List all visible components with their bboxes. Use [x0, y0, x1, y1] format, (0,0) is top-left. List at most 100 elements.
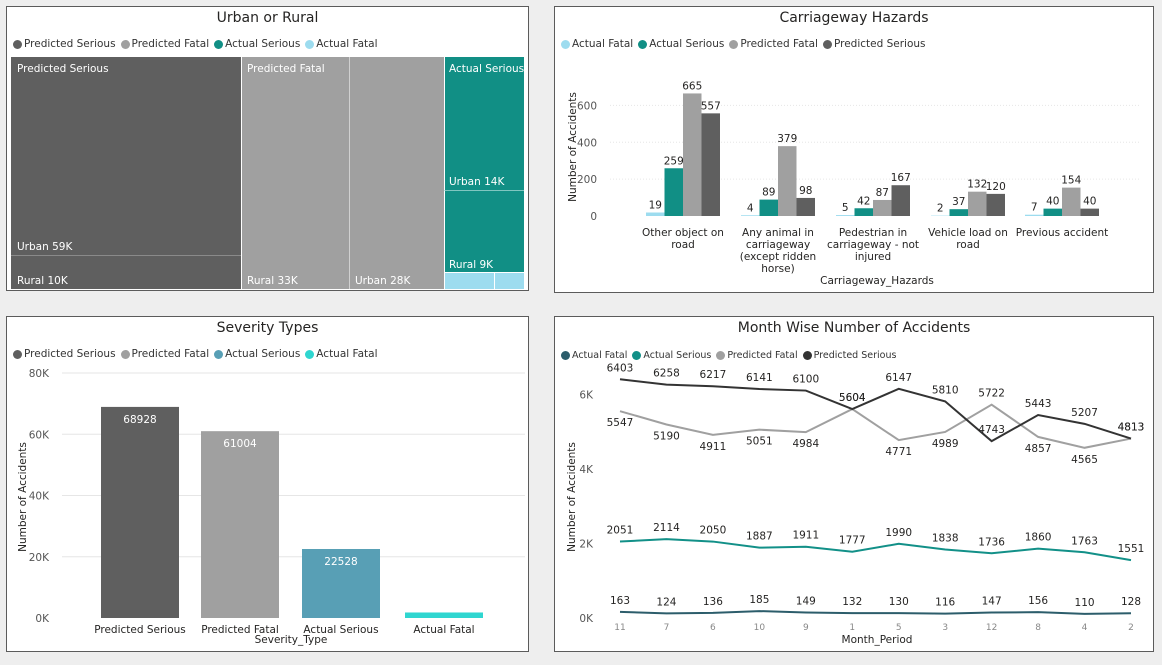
y-tick-label: 0K: [579, 613, 594, 625]
x-tick-label: 12: [986, 623, 997, 633]
data-label: 61004: [223, 438, 257, 450]
series-line: [619, 538, 1132, 562]
legend-item-actual-serious[interactable]: Actual Serious: [638, 38, 724, 50]
bar: [1043, 208, 1062, 216]
y-tick-label: 80K: [29, 368, 50, 380]
legend-item-predicted-serious[interactable]: Predicted Serious: [802, 350, 896, 361]
bar: [1062, 187, 1081, 216]
x-tick-label: 6: [710, 623, 716, 633]
x-tick-label: Previous accident: [1016, 227, 1109, 239]
bar: [759, 199, 778, 216]
treemap-cell-actual-serious-urban[interactable]: [444, 57, 524, 190]
bar: [949, 209, 968, 216]
data-label: 4989: [932, 438, 959, 450]
bar: [1025, 214, 1044, 216]
x-tick-label: Actual Serious: [303, 624, 378, 636]
data-label: 42: [857, 195, 870, 207]
treemap-cell-actual-fatal-urban[interactable]: [444, 272, 494, 289]
legend-dot: [305, 39, 315, 49]
legend-item-actual-serious[interactable]: Actual Serious: [214, 38, 300, 50]
legend-label: Predicted Serious: [24, 348, 116, 360]
y-tick-label: 600: [577, 100, 597, 112]
severity-chart: 0K 20K 40K 60K 80K 68928 Predicted Serious 6100…: [17, 368, 525, 646]
treemap-cell-actual-serious-rural[interactable]: [444, 190, 524, 272]
legend-item-actual-fatal[interactable]: Actual Fatal: [305, 38, 378, 50]
x-tick-label: 11: [614, 623, 625, 633]
legend-dot: [120, 349, 130, 359]
data-label: 6217: [700, 369, 727, 381]
y-tick-label: 200: [577, 174, 597, 186]
y-tick-label: 20K: [29, 552, 50, 564]
treemap-cell-predicted-serious-urban[interactable]: [11, 57, 241, 255]
bar: [1080, 208, 1099, 216]
treemap: Predicted Serious Predicted Fatal Actual…: [11, 57, 524, 289]
data-label: 6258: [653, 368, 680, 380]
x-tick-label: carriageway - not: [827, 239, 919, 251]
y-tick-label: 2K: [579, 538, 594, 550]
legend-label: Predicted Fatal: [727, 350, 798, 361]
data-label: 2050: [700, 525, 727, 537]
legend-item-actual-serious[interactable]: Actual Serious: [632, 350, 711, 361]
data-label: 37: [952, 196, 965, 208]
data-label: 5: [842, 202, 849, 214]
legend-item-actual-fatal[interactable]: Actual Fatal: [561, 38, 633, 50]
legend-item-actual-fatal[interactable]: Actual Fatal: [305, 348, 378, 360]
data-label: 5051: [746, 436, 773, 448]
treemap-cell-label: Rural 33K: [247, 275, 298, 287]
data-label: 6147: [885, 372, 912, 384]
x-tick-label: 3: [942, 623, 948, 633]
x-tick-label: Predicted Fatal: [201, 624, 279, 636]
x-tick-label: Other object on: [642, 227, 724, 239]
legend-item-predicted-fatal[interactable]: Predicted Fatal: [716, 350, 798, 361]
legend-dot: [13, 39, 22, 49]
treemap-cell-actual-fatal-rural[interactable]: [494, 272, 524, 289]
data-label: 89: [762, 187, 775, 199]
bar: [986, 193, 1005, 216]
legend-dot: [13, 349, 22, 359]
data-label: 132: [842, 596, 862, 608]
legend-dot: [822, 39, 832, 49]
data-label: 167: [891, 172, 911, 184]
x-tick-label: road: [956, 239, 980, 251]
treemap-cell-predicted-fatal-urban[interactable]: [349, 57, 444, 289]
bar: [646, 212, 665, 216]
series-line: [619, 403, 1132, 449]
data-label: 259: [664, 155, 684, 167]
data-label: 4: [747, 202, 754, 214]
legend-item-predicted-serious[interactable]: Predicted Serious: [13, 348, 116, 360]
monthly-legend: Actual Fatal Actual Serious Predicted Fa…: [561, 350, 901, 361]
data-label: 5810: [932, 384, 959, 396]
x-tick-label: 9: [803, 623, 809, 633]
y-tick-label: 0: [590, 211, 597, 223]
data-label: 163: [610, 595, 630, 607]
treemap-cell-predicted-serious-rural[interactable]: [11, 255, 241, 289]
legend-dot: [802, 351, 812, 360]
x-tick-label: horse): [761, 263, 794, 275]
legend-item-actual-serious[interactable]: Actual Serious: [214, 348, 300, 360]
legend-item-predicted-fatal[interactable]: Predicted Fatal: [120, 38, 209, 50]
legend-item-predicted-serious[interactable]: Predicted Serious: [13, 38, 116, 50]
bar: [302, 549, 380, 618]
treemap-cell-predicted-fatal-rural[interactable]: [241, 57, 349, 289]
hazards-legend: Actual Fatal Actual Serious Predicted Fa…: [561, 38, 931, 50]
severity-title: Severity Types: [216, 320, 319, 336]
monthly-panel: Month Wise Number of Accidents Actual Fa…: [554, 316, 1154, 652]
data-label: 120: [986, 181, 1006, 193]
legend-item-predicted-serious[interactable]: Predicted Serious: [822, 38, 926, 50]
data-label: 4813: [1118, 422, 1145, 434]
legend-item-actual-fatal[interactable]: Actual Fatal: [561, 350, 627, 361]
legend-item-predicted-fatal[interactable]: Predicted Fatal: [729, 38, 818, 50]
legend-label: Actual Fatal: [572, 350, 628, 361]
x-axis-label: Severity_Type: [255, 634, 328, 646]
legend-item-predicted-fatal[interactable]: Predicted Fatal: [120, 348, 209, 360]
data-label: 1887: [746, 531, 773, 543]
bar: [796, 197, 815, 216]
monthly-title: Month Wise Number of Accidents: [737, 320, 971, 336]
x-tick-label: 4: [1082, 623, 1088, 633]
data-label: 19: [649, 199, 662, 211]
data-label: 1911: [792, 530, 819, 542]
data-label: 7: [1031, 202, 1038, 214]
x-tick-label: Vehicle load on: [928, 227, 1008, 239]
treemap-cell-label: Urban 14K: [449, 176, 505, 188]
data-label: 1777: [839, 535, 866, 547]
